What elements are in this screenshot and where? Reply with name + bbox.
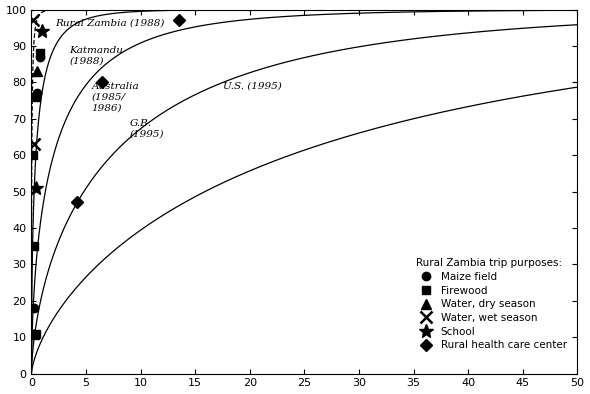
Legend: Maize field, Firewood, Water, dry season, Water, wet season, School, Rural healt: Maize field, Firewood, Water, dry season…	[415, 258, 567, 350]
Text: Katmandu
(1988): Katmandu (1988)	[70, 46, 123, 65]
Text: U.S. (1995): U.S. (1995)	[222, 82, 281, 91]
Text: Rural Zambia (1988): Rural Zambia (1988)	[55, 19, 165, 28]
Text: G.B.
(1995): G.B. (1995)	[130, 119, 164, 138]
Text: Australia
(1985/
1986): Australia (1985/ 1986)	[91, 82, 139, 112]
